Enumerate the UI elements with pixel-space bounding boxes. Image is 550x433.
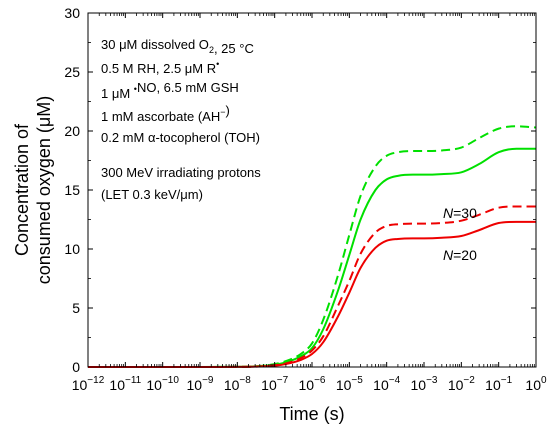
x-tick-label: 10−4	[373, 375, 400, 393]
y-tick-label: 25	[64, 64, 80, 80]
y-tick-label: 0	[72, 359, 80, 375]
x-tick-label: 10−9	[187, 375, 214, 393]
annotation-line6: 300 MeV irradiating protons	[101, 165, 261, 180]
curve-label-n30: N=30	[443, 205, 477, 221]
annotation-line4: 1 mM ascorbate (AH−)	[101, 103, 230, 124]
x-tick-label: 10−1	[485, 375, 512, 393]
curve-labels: N=30 N=20	[443, 205, 477, 263]
y-tick-label: 15	[64, 182, 80, 198]
curve-label-n20: N=20	[443, 247, 477, 263]
annotation-line2: 0.5 M RH, 2.5 μM R•	[101, 59, 219, 76]
x-tick-label: 10−11	[109, 375, 141, 393]
y-tick-label: 5	[72, 300, 80, 316]
x-tick-label: 10−12	[72, 375, 105, 393]
x-axis-title: Time (s)	[279, 404, 344, 424]
x-tick-label: 10−5	[336, 375, 363, 393]
series-line-n20-solid	[88, 220, 536, 368]
plot-marks	[88, 125, 537, 368]
axis-ticks: 10−12 10−11 10−10 10−9 10−8 10−7 10−6 10−5 10−4 1…	[64, 5, 547, 393]
x-tick-label: 10−8	[224, 375, 251, 393]
x-tick-label: 100	[525, 375, 547, 393]
y-tick-label: 10	[64, 241, 80, 257]
annotation-line5: 0.2 mM α-tocopherol (TOH)	[101, 130, 260, 145]
annotation-line3: 1 μM •NO, 6.5 mM GSH	[101, 80, 239, 101]
x-tick-label: 10−2	[448, 375, 475, 393]
annotation-line7: (LET 0.3 keV/μm)	[101, 187, 203, 202]
annotation-line1: 30 μM dissolved O2, 25 °C	[101, 37, 254, 56]
x-tick-label: 10−3	[411, 375, 438, 393]
y-axis-title: Concentration of consumed oxygen (μM)	[12, 96, 54, 284]
y-tick-label: 30	[64, 5, 80, 21]
x-tick-label: 10−10	[146, 375, 179, 393]
y-tick-label: 20	[64, 123, 80, 139]
annotation-block: 30 μM dissolved O2, 25 °C 0.5 M RH, 2.5 μ…	[101, 37, 261, 202]
x-tick-label: 10−6	[299, 375, 326, 393]
series-line-n20-dashed	[88, 205, 536, 368]
x-tick-label: 10−7	[261, 375, 288, 393]
